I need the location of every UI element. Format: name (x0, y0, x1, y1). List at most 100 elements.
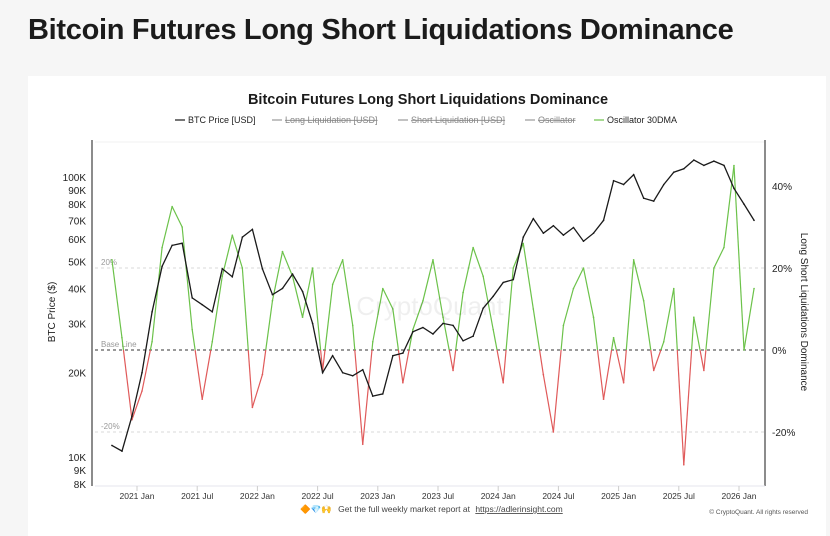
btc-price-point (351, 374, 354, 377)
reference-label: -20% (101, 422, 120, 431)
oscillator-30dma-segment (472, 247, 484, 277)
oscillator-point (221, 275, 224, 278)
oscillator-point (662, 341, 665, 343)
reference-label: Base Line (101, 340, 137, 349)
oscillator-30dma-segment (324, 284, 334, 351)
promo-link[interactable]: https://adlerinsight.com (475, 504, 562, 514)
y-right-tick-label: 0% (772, 346, 787, 357)
oscillator-30dma-segment (650, 349, 655, 371)
btc-price-point (211, 311, 214, 313)
oscillator-30dma-segment (201, 349, 212, 400)
oscillator-point (111, 259, 113, 261)
oscillator-30dma-segment (392, 308, 400, 351)
oscillator-point (382, 287, 384, 290)
btc-price-point (462, 340, 464, 342)
oscillator-30dma-segment (496, 349, 504, 383)
y-left-tick-label: 90K (68, 186, 86, 197)
oscillator-point (201, 398, 204, 401)
y-left-tick-label: 60K (68, 235, 86, 246)
oscillator-30dma-segment (492, 329, 498, 351)
oscillator-30dma-segment (382, 288, 394, 310)
oscillator-point (371, 341, 374, 343)
oscillator-30dma-segment (281, 251, 294, 277)
oscillator-30dma-segment (422, 259, 434, 301)
oscillator-point (492, 328, 494, 331)
y-left-tick-label: 100K (63, 173, 87, 184)
oscillator-30dma-segment (693, 317, 701, 351)
oscillator-30dma-segment (171, 206, 183, 228)
btc-price-point (191, 297, 193, 299)
x-tick-label: 2021 Jan (120, 491, 155, 501)
oscillator-30dma-segment (462, 247, 474, 293)
oscillator-point (251, 406, 254, 409)
btc-price-point (452, 324, 454, 327)
btc-price-point (602, 219, 605, 222)
oscillator-point (723, 246, 725, 249)
oscillator-point (512, 267, 515, 269)
btc-price-point (371, 395, 374, 397)
legend-item[interactable]: Oscillator (525, 115, 576, 125)
page-title: Bitcoin Futures Long Short Liquidations … (28, 14, 734, 46)
y-left-tick-label: 40K (68, 284, 86, 295)
chart-title: Bitcoin Futures Long Short Liquidations … (248, 92, 608, 108)
legend-label: BTC Price [USD] (188, 115, 256, 125)
btc-price-point (703, 164, 705, 167)
oscillator-30dma-segment (542, 374, 554, 433)
oscillator-point (181, 226, 183, 228)
btc-price-point (422, 326, 424, 329)
oscillator-point (211, 341, 214, 343)
btc-price-point (542, 232, 545, 234)
btc-price-point (652, 200, 655, 202)
btc-price-point (321, 371, 324, 374)
legend-item[interactable]: Short Liquidation [USD] (398, 115, 505, 125)
oscillator-point (632, 259, 635, 261)
oscillator-30dma-segment (699, 349, 705, 371)
btc-price-point (522, 236, 525, 238)
oscillator-point (392, 308, 394, 310)
oscillator-point (652, 369, 655, 372)
btc-price-point (693, 159, 695, 161)
oscillator-point (552, 431, 555, 433)
oscillator-point (412, 328, 414, 331)
legend-item[interactable]: Oscillator 30DMA (594, 115, 677, 125)
oscillator-30dma-segment (723, 165, 735, 248)
oscillator-30dma-segment (596, 349, 605, 400)
oscillator-30dma-segment (683, 349, 693, 465)
btc-price-point (201, 303, 204, 306)
oscillator-point (241, 267, 244, 269)
oscillator-point (442, 316, 444, 319)
oscillator-point (141, 390, 143, 392)
oscillator-30dma-segment (194, 349, 203, 400)
oscillator-30dma-segment (161, 206, 173, 248)
btc-price-point (181, 242, 183, 245)
btc-price-point (111, 444, 113, 447)
oscillator-30dma-segment (733, 165, 745, 351)
oscillator-30dma-segment (442, 317, 450, 351)
oscillator-point (281, 250, 284, 253)
x-tick-label: 2023 Jul (422, 491, 454, 501)
oscillator-30dma-segment (181, 226, 193, 330)
legend-item[interactable]: Long Liquidation [USD] (272, 115, 378, 125)
right-axis-label: Long Short Liquidations Dominance (798, 233, 809, 392)
btc-price-point (151, 311, 153, 313)
x-tick-label: 2025 Jul (663, 491, 695, 501)
oscillator-30dma-segment (261, 349, 267, 375)
legend-item[interactable]: BTC Price [USD] (175, 115, 256, 125)
oscillator-30dma-segment (247, 349, 253, 408)
oscillator-30dma-segment (251, 374, 263, 408)
oscillator-30dma-segment (643, 300, 652, 351)
btc-price-point (361, 368, 364, 371)
axes: 100K 90K 80K 70K 60K 50K 40K 30K 20K 10K 9K 8K 40% 20… (63, 140, 795, 501)
oscillator-point (693, 316, 695, 319)
legend[interactable]: BTC Price [USD] Long Liquidation [USD] Sho… (175, 115, 677, 125)
y-right-tick-label: -20% (772, 428, 795, 439)
btc-price-point (121, 450, 123, 452)
oscillator-30dma-segment (532, 308, 541, 351)
btc-price-point (281, 287, 284, 290)
btc-price-point (662, 183, 665, 186)
oscillator-30dma-segment (502, 349, 507, 383)
oscillator-point (191, 328, 193, 331)
series (111, 159, 755, 466)
oscillator-30dma-segment (660, 341, 665, 351)
oscillator-30dma-segment (271, 251, 284, 301)
